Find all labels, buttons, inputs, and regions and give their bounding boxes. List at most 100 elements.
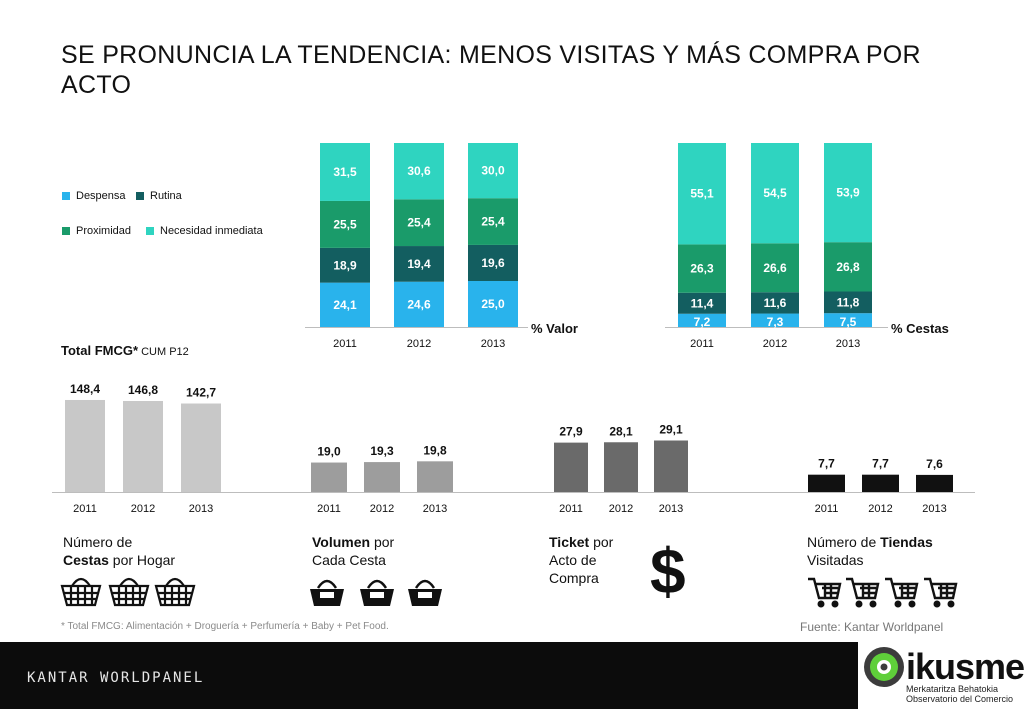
basket-icon — [310, 579, 344, 606]
bar-segment-rutina — [468, 244, 518, 281]
data-label: 19,8 — [423, 443, 447, 457]
caption-tiendas: Número de Tiendas Visitadas — [807, 533, 933, 569]
data-label: 26,3 — [690, 262, 714, 276]
caption-text: por — [370, 534, 395, 550]
bar-segment-proximidad — [678, 244, 726, 293]
bar-segment-despensa — [468, 281, 518, 327]
caption-line: Visitadas — [807, 552, 864, 568]
bar-segment-rutina — [678, 292, 726, 314]
x-tick-label: 2011 — [815, 503, 839, 515]
bar-segment-despensa — [394, 281, 444, 327]
caption-cestas: Número de Cestas por Hogar — [63, 533, 175, 569]
x-tick-label: 2013 — [836, 338, 860, 350]
legend-item-necesidad: Necesidad inmediata — [146, 225, 263, 237]
bar — [65, 399, 105, 492]
bar — [181, 403, 221, 492]
bar-segment-necesidad-inmediata — [678, 143, 726, 245]
data-label: 30,6 — [407, 164, 431, 178]
data-label: 19,4 — [407, 257, 431, 271]
data-label: 7,5 — [840, 315, 857, 329]
bar-segment-despensa — [824, 313, 872, 327]
shopping-cart-icon — [885, 577, 919, 608]
logo-sub-line: Merkataritza Behatokia — [906, 684, 999, 694]
x-tick-label: 2011 — [690, 338, 714, 350]
x-tick-label: 2011 — [333, 338, 357, 350]
data-label: 24,1 — [333, 298, 357, 312]
caption-text: Número de — [807, 534, 881, 550]
footer-bar — [0, 642, 1024, 709]
bar-segment-necesidad-inmediata — [824, 143, 872, 243]
x-tick-label: 2011 — [317, 503, 341, 515]
data-label: 19,0 — [317, 445, 341, 459]
shopping-cart-icon — [924, 577, 958, 608]
bar — [311, 462, 347, 492]
data-label: 148,4 — [70, 382, 100, 396]
legend-swatch-proximidad — [62, 227, 70, 235]
x-tick-label: 2013 — [189, 503, 213, 515]
caption-bold: Ticket — [549, 534, 590, 550]
legend-item-rutina: Rutina — [136, 190, 182, 202]
x-tick-label: 2013 — [481, 338, 505, 350]
bar-segment-necesidad-inmediata — [468, 143, 518, 199]
data-label: 19,6 — [481, 256, 505, 270]
data-label: 53,9 — [836, 186, 860, 200]
data-label: 7,6 — [926, 457, 943, 471]
bar — [604, 442, 638, 492]
caption-text: por — [589, 534, 614, 550]
caption-line: Compra — [549, 570, 599, 586]
data-label: 11,4 — [691, 296, 714, 310]
x-tick-label: 2012 — [370, 503, 394, 515]
caption-line: Número de Tiendas — [807, 533, 933, 551]
caption-bold: Tiendas — [880, 534, 933, 550]
source: Fuente: Kantar Worldpanel — [800, 620, 944, 634]
basket-icon — [108, 577, 150, 607]
data-label: 28,1 — [609, 424, 633, 438]
bar — [554, 442, 588, 492]
caption-ticket: Ticket por Acto de Compra — [549, 533, 613, 587]
data-label: 11,8 — [837, 295, 860, 309]
bar — [862, 474, 899, 492]
data-label: 27,9 — [559, 425, 583, 439]
basket-icon — [154, 577, 196, 607]
bar — [123, 400, 163, 492]
data-label: 7,7 — [818, 457, 835, 471]
data-label: 26,8 — [836, 260, 860, 274]
data-label: 25,0 — [481, 297, 505, 311]
bar-segment-proximidad — [751, 243, 799, 293]
legend-swatch-rutina — [136, 192, 144, 200]
bar-segment-proximidad — [320, 200, 370, 248]
bar-segment-rutina — [751, 292, 799, 314]
data-label: 24,6 — [407, 297, 431, 311]
legend-item-despensa: Despensa — [62, 190, 126, 202]
total-fmcg-label: Total FMCG* CUM P12 — [61, 342, 189, 361]
bar-segment-rutina — [394, 246, 444, 282]
legend-swatch-necesidad — [146, 227, 154, 235]
total-fmcg-rest: CUM P12 — [138, 346, 189, 358]
bar-segment-despensa — [751, 313, 799, 327]
bar — [654, 440, 688, 492]
caption-line: Ticket por — [549, 533, 613, 551]
bar-segment-rutina — [824, 291, 872, 314]
bar-segment-necesidad-inmediata — [320, 143, 370, 201]
x-tick-label: 2013 — [423, 503, 447, 515]
data-label: 142,7 — [186, 386, 216, 400]
legend-label: Proximidad — [76, 225, 132, 237]
data-label: 25,4 — [407, 216, 431, 230]
bar-segment-proximidad — [824, 242, 872, 292]
caption-line: Acto de — [549, 552, 597, 568]
caption-line: Cada Cesta — [312, 552, 386, 568]
caption-line: Número de — [63, 534, 133, 550]
x-tick-label: 2011 — [559, 503, 583, 515]
chart-unit-label: % Valor — [531, 321, 578, 336]
data-label: 7,7 — [872, 457, 889, 471]
data-label: 55,1 — [690, 187, 714, 201]
bar — [916, 474, 953, 492]
data-label: 7,3 — [767, 315, 784, 329]
dollar-icon: $ — [650, 535, 686, 607]
legend-label: Despensa — [76, 190, 126, 202]
caption-bold: Volumen — [312, 534, 371, 550]
x-tick-label: 2013 — [922, 503, 946, 515]
bar-segment-proximidad — [468, 198, 518, 245]
data-label: 25,4 — [481, 215, 505, 229]
